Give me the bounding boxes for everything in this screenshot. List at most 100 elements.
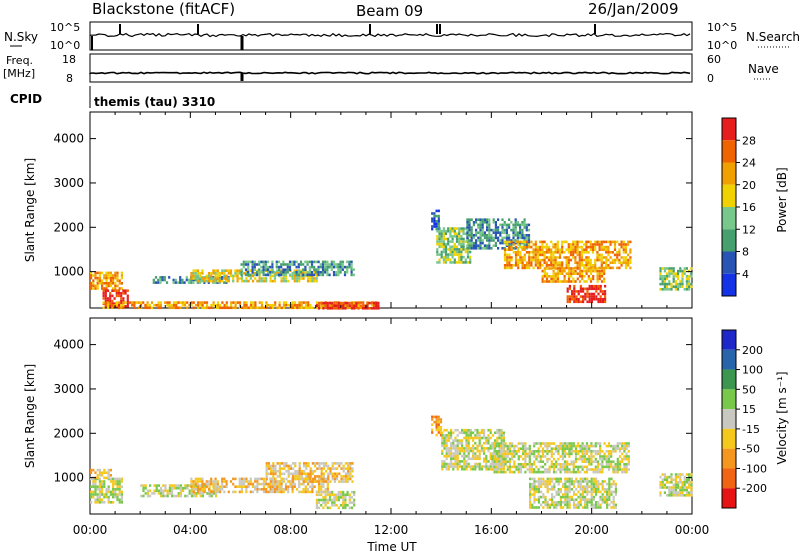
velocity-cell bbox=[570, 447, 573, 450]
velocity-cell bbox=[335, 498, 338, 502]
power-cell bbox=[326, 268, 329, 271]
power-cell bbox=[460, 248, 463, 251]
velocity-cell bbox=[494, 447, 497, 450]
velocity-cell bbox=[670, 486, 673, 489]
power-cell bbox=[243, 279, 246, 283]
velocity-cell bbox=[531, 488, 534, 491]
freq-line bbox=[89, 71, 691, 75]
velocity-cell bbox=[495, 470, 498, 474]
velocity-cell bbox=[559, 501, 562, 504]
power-cell bbox=[435, 222, 438, 226]
power-cell bbox=[262, 265, 265, 269]
velocity-cell bbox=[469, 467, 472, 471]
power-cell bbox=[672, 275, 675, 278]
velocity-cell bbox=[317, 501, 321, 504]
power-cell bbox=[600, 264, 603, 267]
power-cell bbox=[521, 231, 524, 234]
velocity-cell bbox=[431, 428, 434, 432]
velocity-cell bbox=[344, 501, 347, 504]
velocity-cell bbox=[116, 485, 119, 488]
velocity-cell bbox=[610, 452, 613, 456]
power-cell bbox=[525, 234, 528, 237]
power-cell bbox=[554, 248, 557, 251]
power-cell bbox=[547, 258, 551, 262]
velocity-cell bbox=[581, 457, 584, 461]
velocity-cell bbox=[112, 501, 115, 504]
power-cell bbox=[603, 280, 606, 283]
velocity-cell bbox=[595, 482, 598, 486]
velocity-cell bbox=[541, 455, 545, 458]
velocity-cell bbox=[533, 482, 536, 486]
power-cell bbox=[580, 240, 584, 244]
velocity-cell bbox=[218, 490, 222, 494]
power-cell bbox=[525, 266, 529, 270]
power-cell bbox=[170, 303, 173, 307]
power-cell bbox=[462, 242, 465, 246]
velocity-cell bbox=[683, 486, 686, 489]
power-cell bbox=[567, 275, 571, 278]
power-cell bbox=[501, 239, 504, 242]
velocity-cell bbox=[317, 482, 321, 486]
power-cell bbox=[541, 275, 544, 278]
power-cell bbox=[98, 282, 101, 285]
power-cell bbox=[247, 271, 250, 274]
power-cell bbox=[596, 256, 599, 259]
power-cell bbox=[433, 220, 436, 223]
velocity-cell bbox=[461, 441, 464, 445]
power-cell bbox=[506, 240, 509, 244]
velocity-cell bbox=[98, 480, 101, 483]
velocity-cell bbox=[594, 465, 597, 469]
power-cell bbox=[466, 228, 469, 232]
velocity-cell bbox=[690, 488, 693, 492]
velocity-cell bbox=[249, 482, 252, 486]
velocity-cell bbox=[452, 447, 455, 450]
velocity-cell bbox=[450, 462, 453, 466]
power-cell bbox=[541, 245, 544, 249]
power-cell bbox=[271, 263, 274, 266]
velocity-cell bbox=[350, 506, 354, 510]
velocity-cell bbox=[322, 480, 325, 483]
power-cell bbox=[539, 264, 542, 267]
colorbar-tick-label: 12 bbox=[742, 223, 756, 236]
power-cell bbox=[232, 301, 235, 304]
velocity-cell bbox=[677, 473, 680, 476]
velocity-cell bbox=[605, 463, 608, 466]
velocity-cell bbox=[300, 472, 303, 476]
power-cell bbox=[583, 280, 586, 283]
power-cell bbox=[472, 236, 475, 240]
power-cell bbox=[458, 227, 461, 230]
power-cell bbox=[523, 256, 526, 259]
velocity-cell bbox=[441, 431, 444, 435]
velocity-cell bbox=[533, 495, 536, 499]
velocity-cell bbox=[292, 480, 295, 483]
velocity-cell bbox=[564, 490, 567, 494]
velocity-cell bbox=[333, 503, 336, 507]
power-cell bbox=[503, 258, 507, 262]
power-cell bbox=[688, 275, 691, 278]
power-cell bbox=[552, 253, 555, 257]
power-cell bbox=[494, 244, 497, 247]
velocity-cell bbox=[485, 439, 488, 442]
power-cell bbox=[486, 228, 489, 232]
velocity-cell bbox=[90, 471, 93, 474]
velocity-cell bbox=[114, 488, 117, 491]
velocity-cell bbox=[506, 468, 509, 471]
power-cell bbox=[462, 240, 465, 243]
velocity-cell bbox=[162, 494, 165, 498]
power-cell bbox=[497, 226, 500, 229]
power-cell bbox=[503, 247, 506, 250]
velocity-cell bbox=[590, 485, 593, 488]
velocity-cell bbox=[544, 482, 547, 486]
velocity-cell bbox=[333, 480, 336, 483]
velocity-cell bbox=[511, 444, 514, 448]
velocity-cell bbox=[502, 444, 505, 448]
power-cell bbox=[106, 297, 110, 300]
velocity-cell bbox=[553, 495, 556, 499]
power-cell bbox=[604, 297, 607, 301]
power-cell bbox=[514, 226, 517, 229]
velocity-cell bbox=[194, 488, 197, 491]
velocity-cell bbox=[340, 477, 343, 481]
velocity-cell bbox=[625, 465, 628, 469]
power-cell bbox=[335, 271, 338, 274]
velocity-cell bbox=[621, 447, 624, 450]
